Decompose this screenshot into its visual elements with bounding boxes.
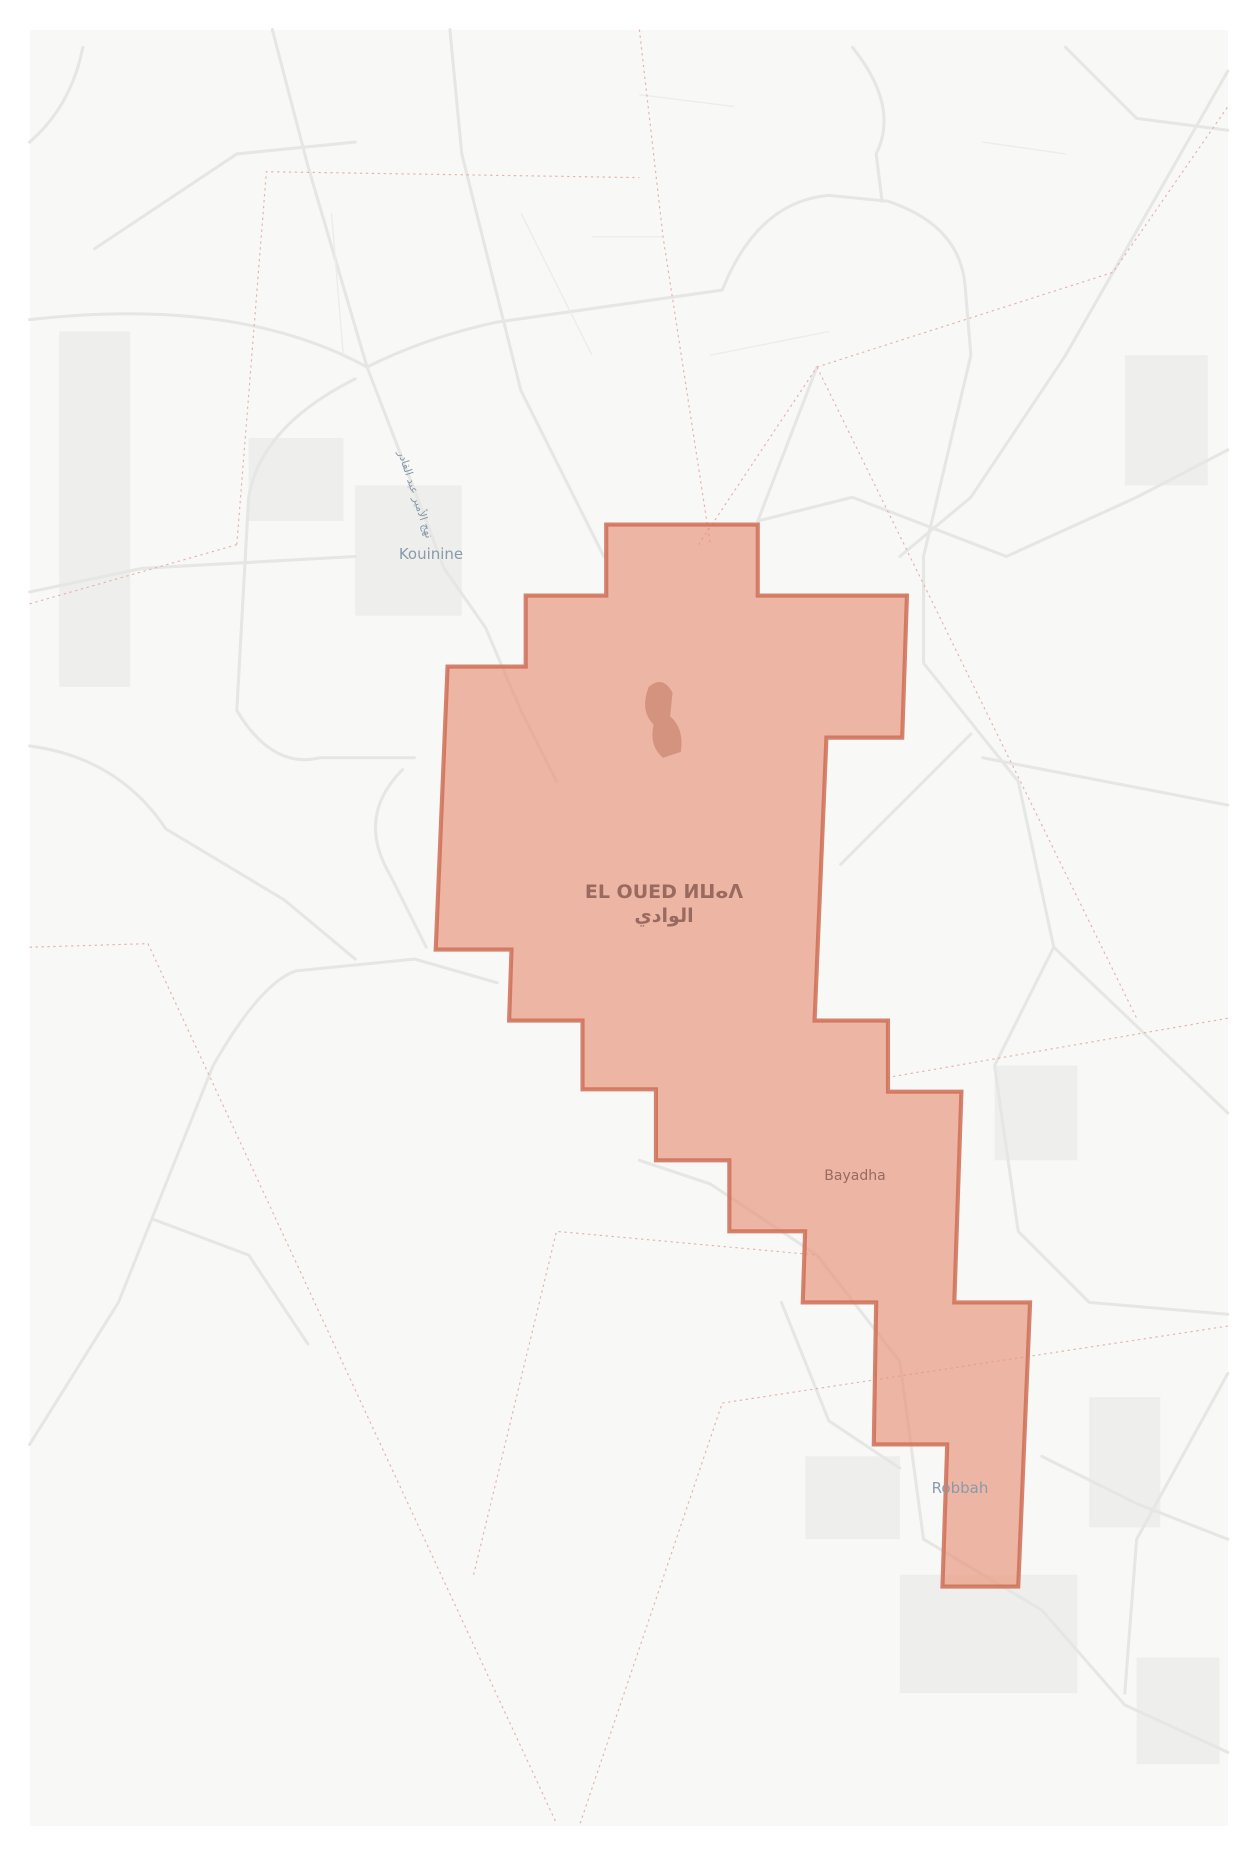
roads <box>28 28 1230 1754</box>
city-label-arabic: الوادي <box>634 905 693 928</box>
lake-shape <box>645 681 682 758</box>
place-label-bayadha: Bayadha <box>824 1168 885 1184</box>
place-label-kouinine: Kouinine <box>399 545 463 563</box>
basemap <box>28 28 1230 1824</box>
place-label-robbah: Robbah <box>932 1479 989 1497</box>
settlement-blocks <box>59 331 1220 1765</box>
city-label-latin: EL OUED ⵍⵡⴰⴷ <box>585 881 744 903</box>
highlighted-area-polygon[interactable] <box>433 522 1033 1589</box>
